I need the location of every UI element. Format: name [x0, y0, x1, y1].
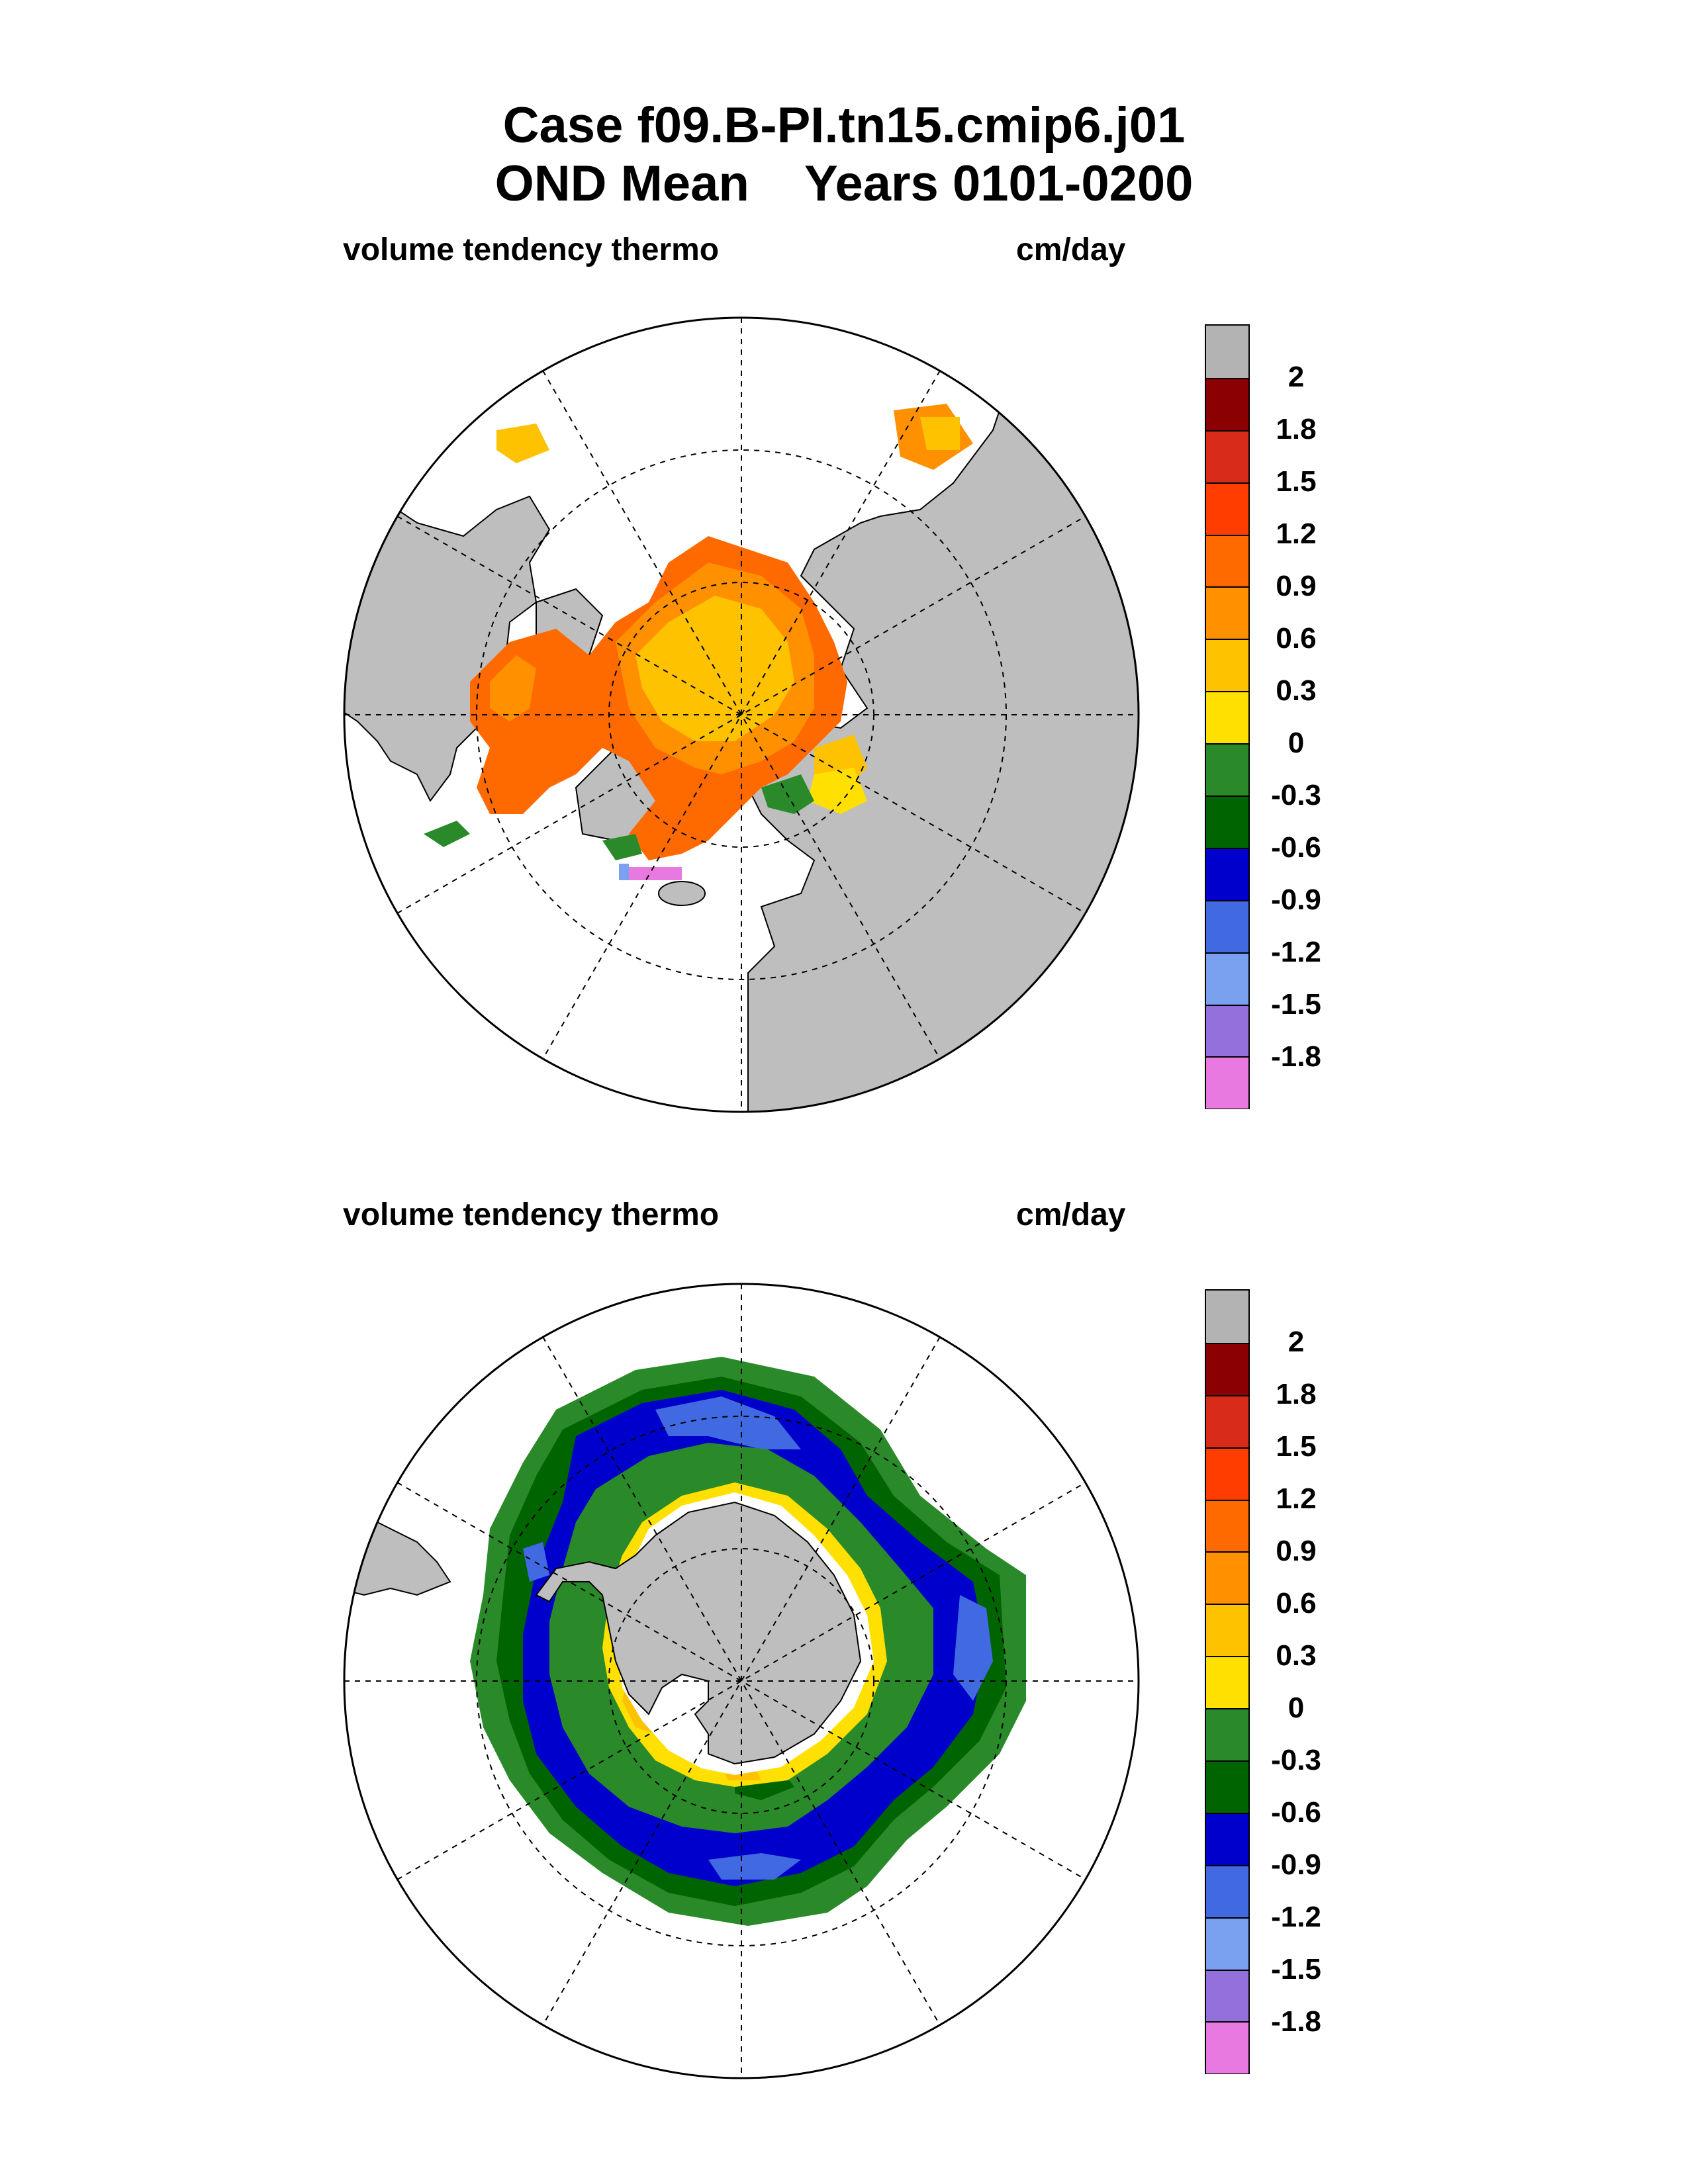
colorbar-swatch: [1206, 1056, 1248, 1109]
colorbar-tick-label: -1.5: [1271, 988, 1321, 1021]
colorbar-tick-label: -0.6: [1271, 1796, 1321, 1829]
colorbar-swatch: [1206, 1969, 1248, 2022]
colorbar-swatch: [1206, 1864, 1248, 1917]
colorbar-swatch: [1206, 1708, 1248, 1761]
south-map-boundary: [343, 1283, 1140, 2079]
colorbar-tick-label: -0.6: [1271, 831, 1321, 864]
colorbar-swatch: [1206, 847, 1248, 900]
colorbar-tick-label: -0.3: [1271, 779, 1321, 811]
colorbar-tick-label: 0.6: [1276, 1587, 1317, 1619]
colorbar-tick-label: 1.8: [1276, 413, 1317, 445]
colorbar-tick-label: -1.2: [1271, 1901, 1321, 1933]
colorbar-swatch: [1206, 1004, 1248, 1057]
colorbar-tick-label: -0.3: [1271, 1744, 1321, 1776]
colorbar-tick-label: 0.9: [1276, 1535, 1317, 1567]
colorbar-tick-label: 1.5: [1276, 465, 1317, 498]
colorbar-swatch: [1206, 743, 1248, 796]
colorbar-swatch: [1206, 1291, 1248, 1343]
colorbar-swatch: [1206, 377, 1248, 430]
south-polar-map: [343, 1283, 1140, 2079]
colorbar-swatch: [1206, 1394, 1248, 1447]
land-iceland: [658, 881, 706, 906]
colorbar-swatch: [1206, 586, 1248, 639]
title-line-2: OND Mean Years 0101-0200: [494, 156, 1194, 212]
colorbar-swatch: [1206, 952, 1248, 1005]
colorbar-swatch: [1206, 899, 1248, 952]
colorbar-tick-label: 0.3: [1276, 1639, 1317, 1672]
north-polar-map: [343, 316, 1140, 1113]
colorbar-swatch: [1206, 691, 1248, 744]
colorbar-swatch: [1206, 796, 1248, 848]
colorbar-swatch: [1206, 482, 1248, 535]
colorbar-tick-label: 0.6: [1276, 622, 1317, 655]
panel-south-units: cm/day: [1016, 1197, 1126, 1232]
colorbar-tick-label: -1.5: [1271, 1953, 1321, 1985]
north-map-boundary: [343, 316, 1140, 1113]
colorbar-tick-label: 1.2: [1276, 518, 1317, 550]
colorbar-tick-label: -0.9: [1271, 1848, 1321, 1881]
panel-north-units: cm/day: [1016, 232, 1126, 267]
colorbar-swatch: [1206, 1917, 1248, 1970]
title-line-1: Case f09.B-PI.tn15.cmip6.j01: [502, 97, 1186, 154]
colorbar-tick-label: -1.8: [1271, 1040, 1321, 1073]
colorbar-swatch: [1206, 430, 1248, 482]
colorbar-swatch: [1206, 639, 1248, 692]
panel-north-variable: volume tendency thermo: [343, 232, 720, 267]
colorbar-tick-label: 0: [1288, 1692, 1305, 1724]
colorbar-tick-label: 0.3: [1276, 674, 1317, 707]
colorbar-swatch: [1206, 1604, 1248, 1657]
colorbar-swatch: [1206, 1447, 1248, 1500]
colorbar-tick-label: 2: [1288, 1326, 1305, 1358]
colorbar-tick-label: -1.2: [1271, 936, 1321, 968]
colorbar-swatch: [1206, 1812, 1248, 1865]
colorbar-swatch: [1206, 1499, 1248, 1552]
colorbar-tick-label: 0.9: [1276, 570, 1317, 602]
colorbar-tick-label: 0: [1288, 727, 1305, 759]
north-colorbar: [1205, 324, 1250, 1109]
colorbar-swatch: [1206, 1342, 1248, 1395]
colorbar-swatch: [1206, 2021, 1248, 2074]
south-graticule: [344, 1284, 1139, 2078]
colorbar-swatch: [1206, 1656, 1248, 1709]
colorbar-swatch: [1206, 326, 1248, 378]
colorbar-tick-label: 2: [1288, 361, 1305, 393]
colorbar-swatch: [1206, 534, 1248, 587]
colorbar-tick-label: 1.5: [1276, 1430, 1317, 1463]
colorbar-tick-label: 1.2: [1276, 1482, 1317, 1515]
south-colorbar: [1205, 1289, 1250, 2074]
colorbar-tick-label: 1.8: [1276, 1378, 1317, 1410]
colorbar-tick-label: -0.9: [1271, 884, 1321, 916]
colorbar-swatch: [1206, 1760, 1248, 1813]
colorbar-swatch: [1206, 1551, 1248, 1604]
north-graticule: [344, 318, 1139, 1112]
panel-south-variable: volume tendency thermo: [343, 1197, 720, 1232]
colorbar-tick-label: -1.8: [1271, 2005, 1321, 2038]
